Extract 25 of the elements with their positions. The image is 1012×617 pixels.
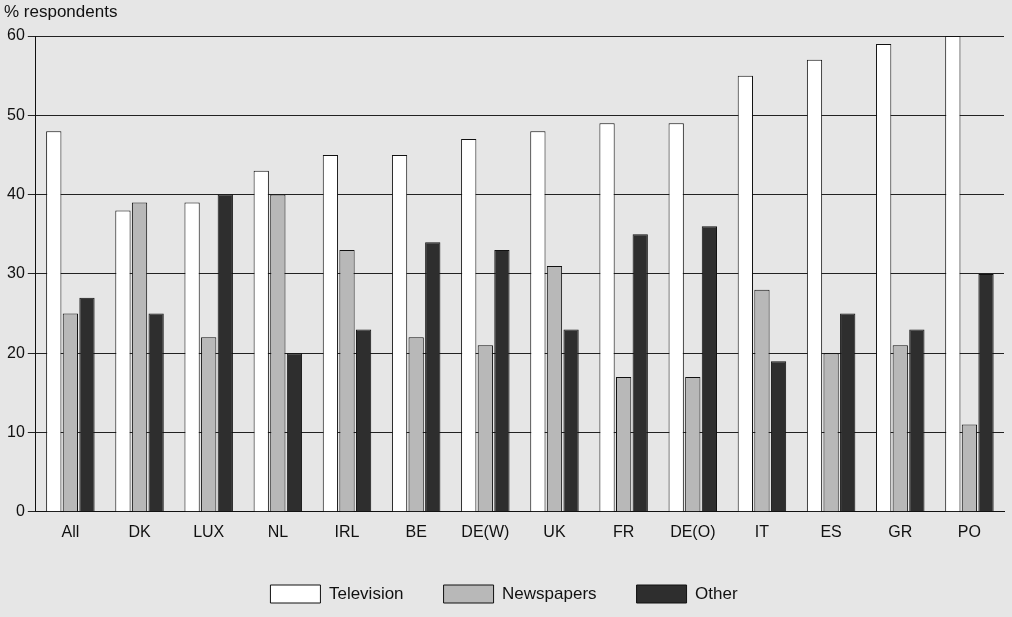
x-tick-label: LUX [193,522,225,540]
x-tick-label: DE(W) [461,522,510,540]
x-tick-label: FR [612,522,635,540]
y-tick-label: 30 [7,264,25,282]
x-tick-label: UK [543,522,566,540]
x-tick-label: NL [267,522,289,540]
legend-label: Other [695,583,738,603]
y-tick-label: 60 [7,26,25,44]
legend-label: Newspapers [502,583,597,603]
y-tick-label: 0 [15,502,25,520]
y-tick-label: 40 [7,185,25,203]
x-tick-label: ES [820,522,842,540]
y-tick-label: 10 [7,422,25,440]
x-tick-label: GR [888,522,913,540]
x-tick-label: IRL [334,522,360,540]
legend-label: Television [328,583,404,603]
y-axis-title: % respondents [4,2,118,22]
x-tick-label: All [61,522,80,540]
x-tick-label: PO [957,522,981,540]
x-tick-label: BE [405,522,427,540]
x-tick-label: DK [128,522,151,540]
y-tick-label: 50 [7,105,25,123]
x-tick-label: DE(O) [670,522,716,540]
y-tick-label: 20 [7,343,25,361]
x-tick-label: IT [754,522,770,540]
